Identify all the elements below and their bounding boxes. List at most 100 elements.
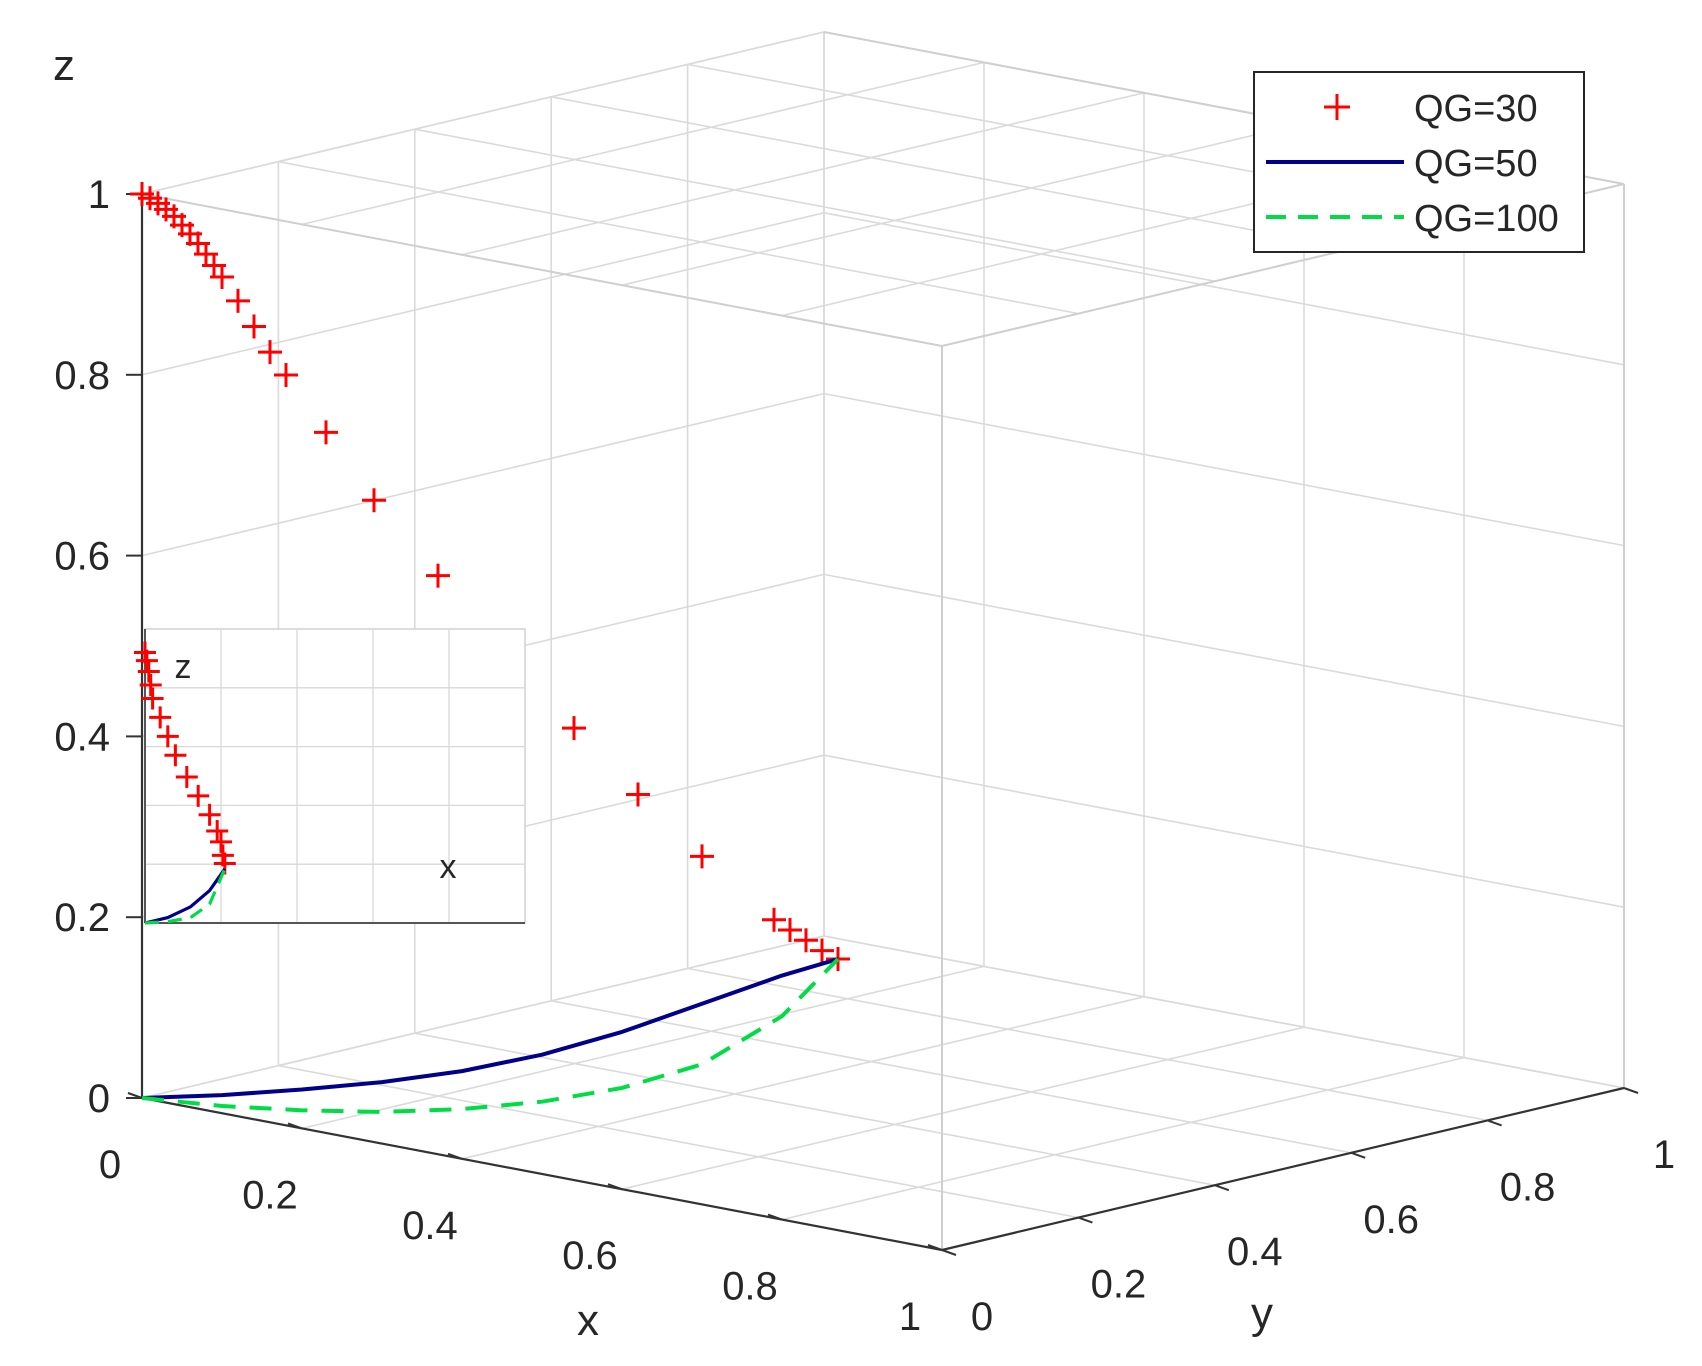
inset-series-qg-30	[134, 641, 236, 875]
plus-marker	[626, 782, 650, 807]
grid-line	[141, 392, 825, 557]
y-axis	[941, 1086, 1625, 1252]
plus-marker	[794, 928, 818, 953]
y-tick	[1078, 1216, 1093, 1224]
grid-line	[621, 1026, 1305, 1190]
grid-line	[461, 92, 1145, 256]
plus-marker	[135, 649, 158, 672]
grid-line	[301, 61, 985, 226]
grid-line	[781, 1056, 1465, 1221]
plus-marker	[226, 288, 250, 313]
plus-marker	[314, 420, 338, 445]
plus-marker	[149, 706, 172, 729]
inset-background	[144, 628, 526, 924]
axes-panes	[142, 32, 1624, 1098]
legend-label-qg-100: QG=100	[1414, 198, 1559, 240]
grid-line	[141, 935, 825, 1099]
y-tick	[1350, 1151, 1366, 1159]
grid-line	[301, 965, 985, 1130]
grid-line	[823, 935, 1625, 1089]
inset-series-qg-100	[144, 868, 227, 925]
grid-line	[823, 392, 1625, 547]
plus-marker	[274, 363, 298, 388]
plus-marker	[258, 340, 282, 365]
x-tick-label: 0.6	[562, 1234, 618, 1278]
inset-plot: z x	[134, 628, 526, 925]
plus-marker	[210, 830, 232, 853]
x-tick	[607, 1183, 623, 1191]
y-tick-label: 0.8	[1500, 1165, 1556, 1209]
plus-marker	[164, 744, 187, 767]
grid-line	[141, 212, 825, 376]
plus-marker	[562, 716, 586, 741]
plus-marker	[210, 265, 234, 289]
x-tick	[767, 1213, 783, 1221]
legend-label-qg-30: QG=30	[1414, 88, 1538, 130]
box-edge	[141, 193, 943, 347]
grid-line	[823, 573, 1625, 728]
plus-marker	[175, 765, 198, 788]
x-tick	[447, 1152, 463, 1160]
plus-marker	[778, 918, 802, 943]
z-tick-label: 0.2	[54, 896, 110, 940]
y-tick-label: 1	[1653, 1133, 1675, 1177]
grid-line	[687, 967, 1488, 1122]
x-tick-label: 0	[99, 1143, 121, 1187]
plus-marker	[139, 673, 162, 696]
axis-lines	[140, 194, 1625, 1252]
x-tick-label: 0.2	[242, 1173, 298, 1217]
plus-marker	[137, 660, 160, 683]
x-tick	[287, 1122, 303, 1130]
grid-line	[278, 1064, 1079, 1219]
grid-line	[551, 96, 1352, 250]
y-tick	[1214, 1184, 1230, 1192]
x-tick-label: 0.4	[402, 1204, 458, 1248]
y-axis-label: y	[1251, 1289, 1273, 1338]
plus-marker	[198, 803, 221, 826]
inset-x-label: x	[440, 848, 457, 886]
x-axis-label: x	[577, 1296, 599, 1345]
plus-marker	[362, 488, 386, 513]
back-pane	[824, 32, 1624, 1088]
x-tick-label: 0.8	[722, 1265, 778, 1309]
plus-marker	[141, 687, 164, 710]
inset-series	[134, 641, 236, 925]
series-qg-100	[141, 957, 840, 1114]
tick-labels: 0 0.2 0.4 0.6 0.8 1 0 0.2 0.4 0.6 0.8 1 0 0.2 0.4 0.6 0.…	[54, 173, 1675, 1339]
z-tick-label: 0	[88, 1077, 110, 1121]
y-tick-label: 0	[971, 1295, 993, 1339]
grid-line	[461, 996, 1145, 1160]
plus-marker	[206, 820, 229, 843]
plus-marker	[690, 844, 714, 869]
x-tick-label: 1	[899, 1295, 921, 1339]
grid-line	[823, 754, 1625, 908]
legend: QG=30 QG=50 QG=100	[1253, 71, 1585, 253]
z-tick-label: 1	[88, 173, 110, 217]
inset-series-qg-50	[144, 867, 227, 925]
grid-line	[551, 1000, 1352, 1154]
y-tick-label: 0.2	[1091, 1263, 1147, 1307]
y-tick	[1623, 1087, 1639, 1094]
series-qg-50	[141, 957, 839, 1100]
z-axis-label: z	[53, 41, 75, 90]
y-tick-label: 0.6	[1363, 1198, 1419, 1242]
series-qg-30	[130, 182, 850, 972]
grid-line	[414, 128, 1215, 282]
plus-marker	[156, 725, 179, 748]
inset-z-label: z	[175, 648, 192, 686]
plus-marker	[242, 314, 266, 339]
grid-line	[278, 160, 1079, 315]
plus-marker	[187, 784, 210, 807]
grid-line	[621, 122, 1305, 286]
x-axis	[141, 1096, 943, 1252]
plus-marker	[810, 938, 834, 963]
x-tick	[127, 1092, 143, 1099]
plus-marker	[1324, 94, 1350, 120]
y-tick	[941, 1249, 957, 1256]
grid-line	[414, 1032, 1215, 1186]
side-pane	[142, 32, 824, 1098]
plus-marker	[426, 563, 450, 588]
z-tick-label: 0.6	[54, 535, 110, 579]
grid-line	[141, 31, 825, 195]
